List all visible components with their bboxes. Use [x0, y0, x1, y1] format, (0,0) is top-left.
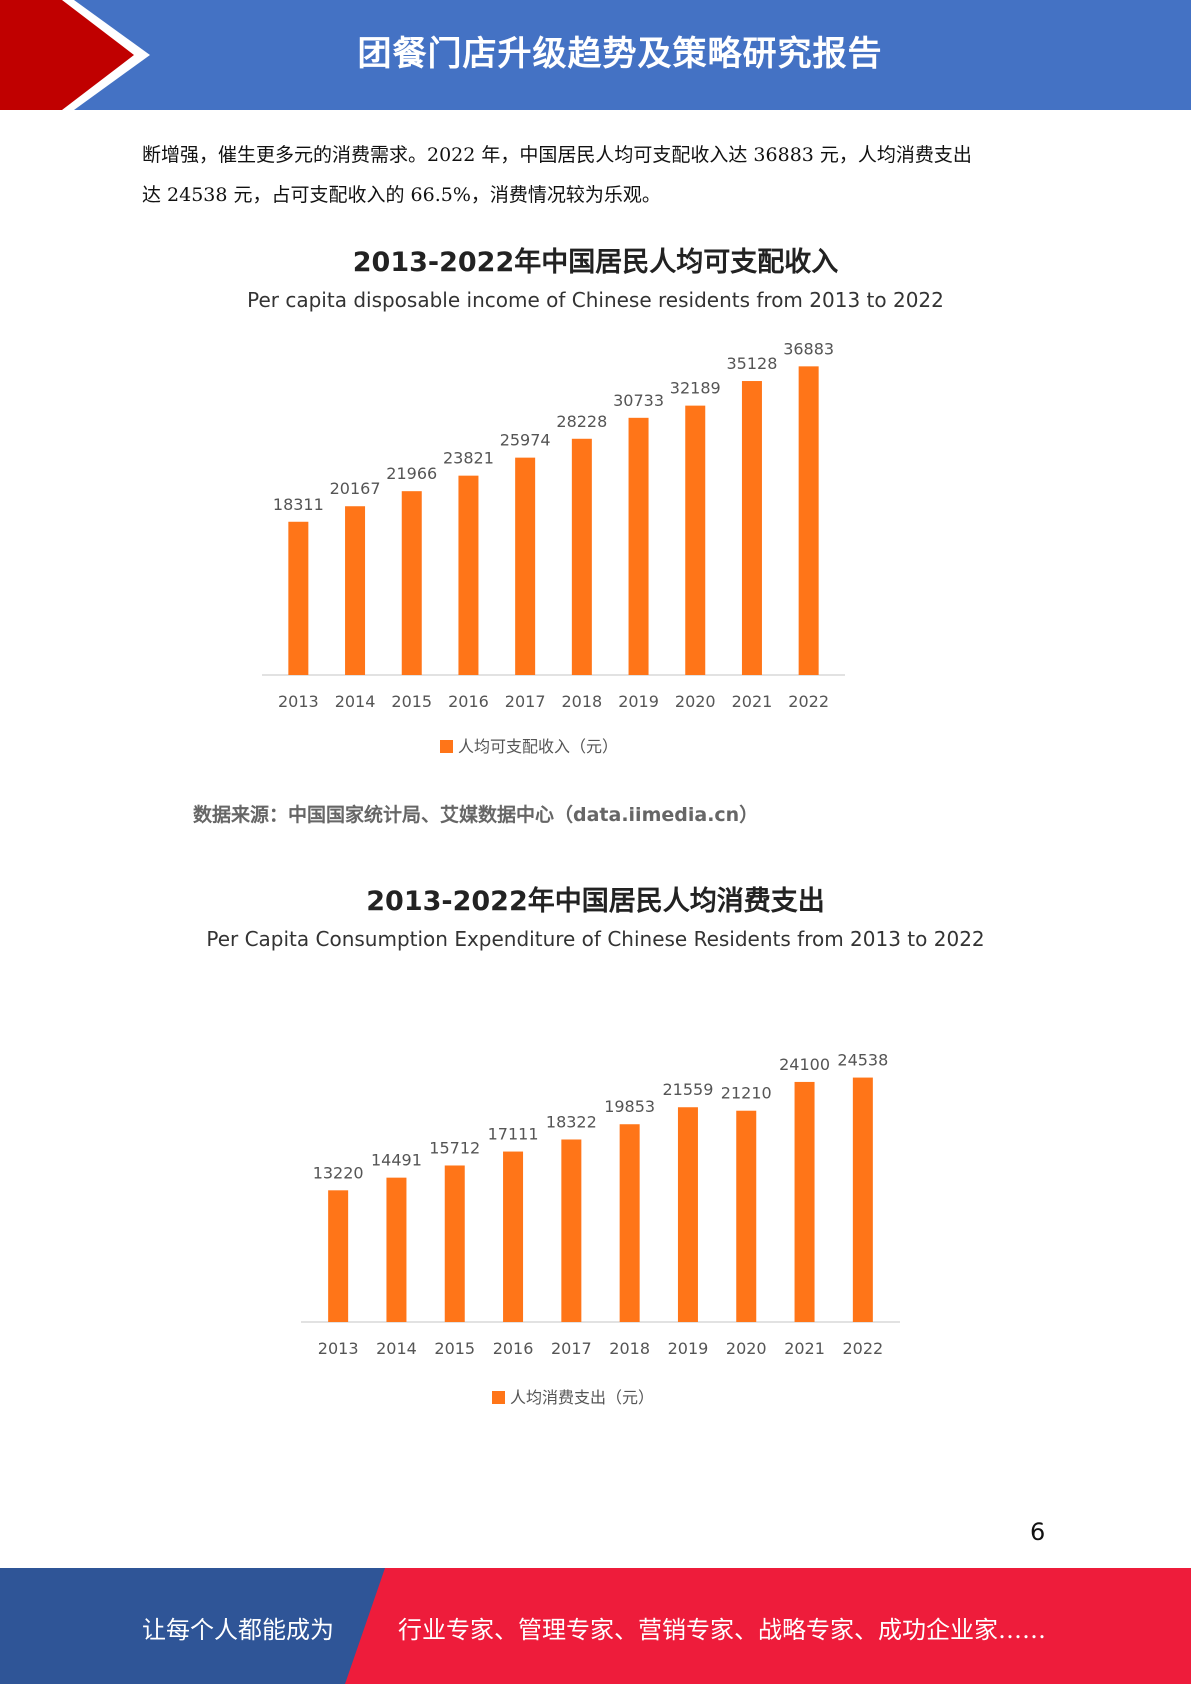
legend-label: 人均可支配收入（元）: [458, 737, 618, 756]
report-title: 团餐门店升级趋势及策略研究报告: [357, 34, 883, 74]
data-label-2018: 28228: [556, 412, 607, 431]
tick-label-2019: 2019: [668, 1339, 709, 1358]
page-number: 6: [1030, 1518, 1046, 1546]
data-label-2015: 21966: [386, 464, 437, 483]
data-label-2013: 13220: [313, 1163, 364, 1182]
chart-1-income: 18311 2013 20167 2014 21966 2015 23821 2016 2597…: [262, 340, 845, 756]
tick-label-2020: 2020: [726, 1339, 767, 1358]
tick-label-2013: 2013: [318, 1339, 359, 1358]
chart-1-title: 2013-2022年中国居民人均可支配收入: [352, 247, 839, 278]
data-label-2014: 20167: [330, 479, 381, 498]
bar-2016: [503, 1151, 524, 1322]
intro-paragraph: 断增强，催生更多元的消费需求。2022 年，中国居民人均可支配收入达 36883…: [142, 135, 1042, 215]
data-label-2020: 21210: [721, 1084, 772, 1103]
data-label-2017: 25974: [500, 431, 551, 450]
tick-label-2017: 2017: [551, 1339, 592, 1358]
data-label-2015: 15712: [429, 1138, 480, 1157]
chart-2-subtitle: Per Capita Consumption Expenditure of Ch…: [206, 927, 985, 951]
bar-2015: [401, 491, 422, 675]
intro-line-1: 断增强，催生更多元的消费需求。2022 年，中国居民人均可支配收入达 36883…: [142, 144, 972, 166]
bar-2019: [677, 1107, 698, 1322]
bar-2021: [741, 381, 762, 675]
data-label-2021: 24100: [779, 1055, 830, 1074]
tick-label-2022: 2022: [788, 692, 829, 711]
tick-label-2021: 2021: [784, 1339, 825, 1358]
tick-label-2022: 2022: [842, 1339, 883, 1358]
bar-2016: [458, 475, 479, 675]
chart-2-title: 2013-2022年中国居民人均消费支出: [366, 886, 825, 917]
bar-2021: [794, 1081, 815, 1322]
data-label-2022: 36883: [783, 340, 834, 358]
bar-2018: [619, 1124, 640, 1322]
bar-2017: [515, 457, 536, 675]
bar-2020: [685, 405, 706, 675]
data-label-2014: 14491: [371, 1151, 422, 1170]
bar-2014: [345, 506, 366, 675]
footer-slogan-right: 行业专家、管理专家、营销专家、战略专家、成功企业家……: [398, 1616, 1046, 1644]
bar-2013: [288, 521, 309, 675]
tick-label-2014: 2014: [376, 1339, 417, 1358]
bar-2015: [444, 1165, 465, 1322]
legend-swatch: [440, 740, 453, 753]
chart-1-subtitle: Per capita disposable income of Chinese …: [247, 288, 944, 312]
footer-bar: [0, 1568, 1191, 1684]
tick-label-2015: 2015: [434, 1339, 475, 1358]
data-label-2019: 30733: [613, 391, 664, 410]
data-source-note: 数据来源：中国国家统计局、艾媒数据中心（data.iimedia.cn）: [193, 804, 759, 826]
tick-label-2018: 2018: [609, 1339, 650, 1358]
header-bar: 团餐门店升级趋势及策略研究报告: [0, 0, 1191, 110]
bar-2020: [736, 1110, 757, 1322]
tick-label-2021: 2021: [732, 692, 773, 711]
intro-line-2: 达 24538 元，占可支配收入的 66.5%，消费情况较为乐观。: [142, 184, 661, 206]
tick-label-2020: 2020: [675, 692, 716, 711]
data-label-2013: 18311: [273, 495, 324, 514]
footer-slogan-left: 让每个人都能成为: [142, 1616, 334, 1644]
data-label-2019: 21559: [662, 1080, 713, 1099]
data-label-2022: 24538: [837, 1051, 888, 1070]
bar-2019: [628, 417, 649, 675]
data-label-2016: 23821: [443, 449, 494, 468]
tick-label-2013: 2013: [278, 692, 319, 711]
header-arrow-graphic: [0, 0, 150, 110]
bar-2018: [571, 438, 592, 675]
data-label-2018: 19853: [604, 1097, 655, 1116]
tick-label-2017: 2017: [505, 692, 546, 711]
bar-2014: [386, 1177, 407, 1322]
tick-label-2016: 2016: [448, 692, 489, 711]
chart-2-expenditure: 13220 2013 14491 2014 15712 2015 17111 2016 1832…: [301, 1051, 900, 1407]
legend-swatch: [492, 1391, 505, 1404]
tick-label-2016: 2016: [493, 1339, 534, 1358]
bar-2022: [852, 1077, 873, 1322]
data-label-2021: 35128: [726, 354, 777, 373]
tick-label-2018: 2018: [561, 692, 602, 711]
bar-2022: [798, 366, 819, 675]
bar-2017: [561, 1139, 582, 1322]
data-label-2017: 18322: [546, 1112, 597, 1131]
tick-label-2019: 2019: [618, 692, 659, 711]
tick-label-2015: 2015: [391, 692, 432, 711]
bar-2013: [328, 1190, 349, 1322]
tick-label-2014: 2014: [335, 692, 376, 711]
data-label-2020: 32189: [670, 379, 721, 398]
data-label-2016: 17111: [488, 1125, 539, 1144]
legend-label: 人均消费支出（元）: [510, 1388, 654, 1407]
